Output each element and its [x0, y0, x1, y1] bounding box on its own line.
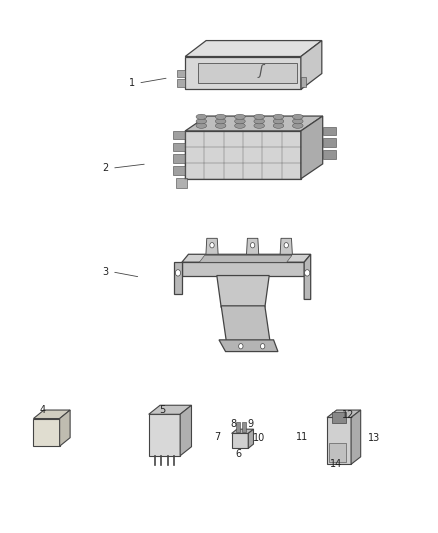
Polygon shape	[232, 433, 248, 448]
Bar	[237, 422, 240, 432]
Bar	[173, 143, 185, 151]
Ellipse shape	[235, 123, 245, 128]
Text: 5: 5	[159, 405, 166, 415]
Bar	[329, 443, 346, 462]
Ellipse shape	[235, 114, 245, 119]
Polygon shape	[185, 41, 322, 56]
Circle shape	[304, 270, 310, 276]
Ellipse shape	[235, 119, 245, 124]
Polygon shape	[221, 306, 270, 342]
Polygon shape	[351, 410, 360, 464]
Polygon shape	[199, 255, 292, 262]
Ellipse shape	[196, 114, 207, 119]
Bar	[323, 139, 336, 147]
Text: 1: 1	[129, 78, 135, 88]
Bar	[173, 166, 185, 174]
Bar	[332, 413, 346, 423]
Ellipse shape	[196, 119, 207, 124]
Bar	[301, 77, 306, 87]
Bar	[173, 131, 185, 140]
Polygon shape	[198, 63, 297, 83]
Text: 12: 12	[342, 410, 354, 421]
Polygon shape	[304, 254, 311, 300]
Polygon shape	[149, 405, 191, 414]
Polygon shape	[33, 418, 60, 446]
Polygon shape	[232, 429, 254, 433]
Polygon shape	[180, 405, 191, 456]
Polygon shape	[327, 410, 360, 417]
Ellipse shape	[293, 119, 303, 124]
Text: 13: 13	[368, 433, 380, 443]
Circle shape	[175, 270, 180, 276]
Ellipse shape	[254, 123, 265, 128]
Polygon shape	[217, 276, 269, 308]
Circle shape	[239, 344, 243, 349]
Ellipse shape	[215, 119, 226, 124]
Text: 8: 8	[230, 419, 237, 430]
Polygon shape	[149, 414, 180, 456]
Ellipse shape	[273, 114, 284, 119]
Bar	[323, 150, 336, 159]
Polygon shape	[182, 262, 304, 276]
Polygon shape	[248, 429, 254, 448]
Circle shape	[210, 243, 214, 248]
Text: 3: 3	[102, 267, 109, 277]
Ellipse shape	[293, 114, 303, 119]
Circle shape	[251, 243, 255, 248]
Polygon shape	[182, 254, 311, 262]
Ellipse shape	[215, 123, 226, 128]
Polygon shape	[247, 238, 259, 254]
Text: 2: 2	[102, 163, 109, 173]
Polygon shape	[280, 238, 292, 254]
Ellipse shape	[254, 119, 265, 124]
Text: 6: 6	[236, 449, 242, 458]
Polygon shape	[185, 56, 301, 90]
Bar	[177, 79, 185, 87]
Bar	[323, 127, 336, 135]
Bar	[242, 422, 246, 432]
Bar	[177, 177, 187, 188]
Polygon shape	[60, 410, 70, 446]
Text: 4: 4	[39, 405, 45, 415]
Ellipse shape	[254, 114, 265, 119]
Text: ʃ: ʃ	[258, 64, 263, 78]
Polygon shape	[327, 417, 351, 464]
Text: 7: 7	[215, 432, 221, 442]
Polygon shape	[185, 116, 323, 131]
Polygon shape	[301, 116, 323, 179]
Polygon shape	[301, 41, 322, 90]
Circle shape	[284, 243, 288, 248]
Circle shape	[261, 344, 265, 349]
Ellipse shape	[273, 119, 284, 124]
Polygon shape	[174, 262, 182, 294]
Ellipse shape	[293, 123, 303, 128]
Polygon shape	[185, 131, 301, 179]
Text: 11: 11	[296, 432, 308, 442]
Text: 14: 14	[330, 459, 342, 469]
Text: 10: 10	[253, 433, 265, 443]
Ellipse shape	[273, 123, 284, 128]
Text: 9: 9	[247, 419, 254, 430]
Polygon shape	[206, 238, 218, 254]
Ellipse shape	[196, 123, 207, 128]
Bar	[173, 155, 185, 163]
Ellipse shape	[215, 114, 226, 119]
Polygon shape	[219, 340, 278, 352]
Polygon shape	[33, 410, 70, 418]
Bar	[177, 70, 185, 77]
